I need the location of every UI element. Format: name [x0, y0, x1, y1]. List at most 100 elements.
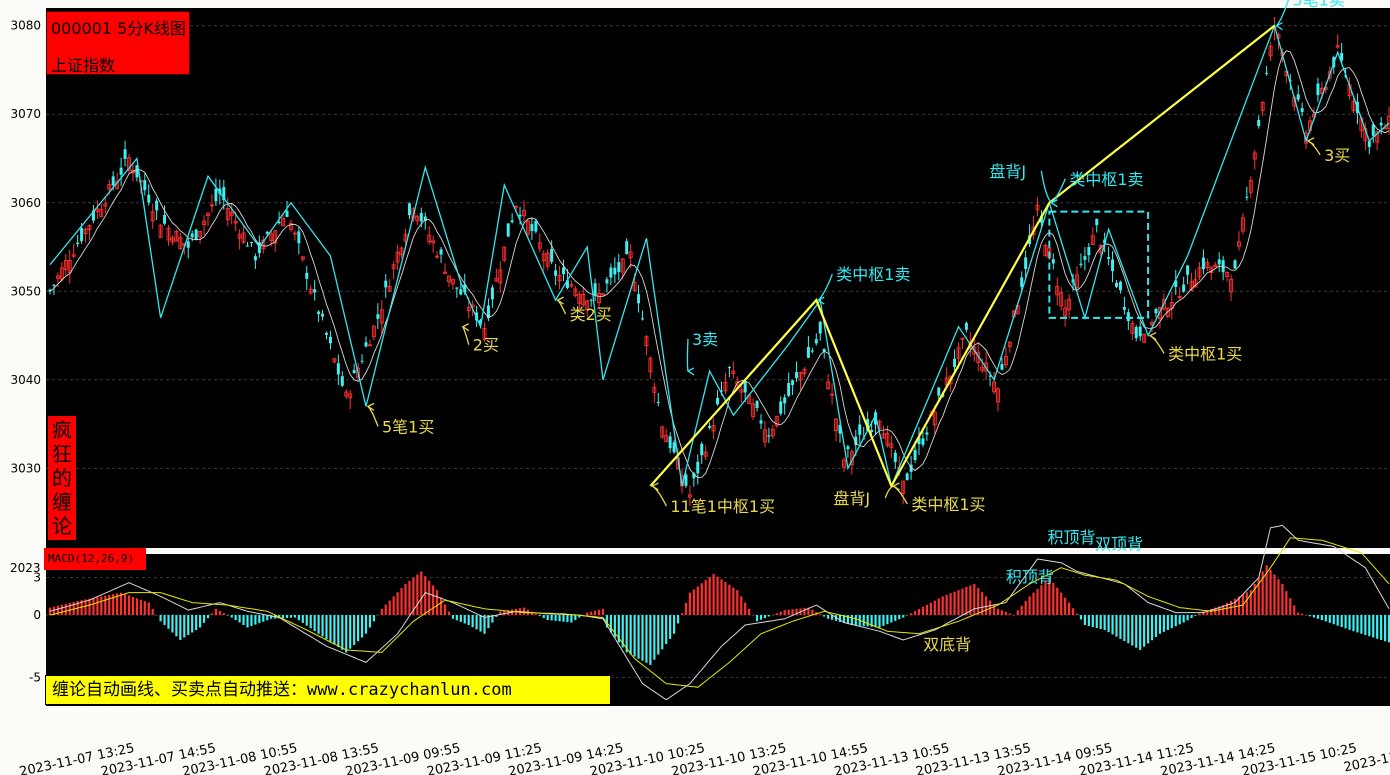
candle-body — [83, 228, 88, 235]
macd-histogram-bar — [1277, 579, 1280, 616]
macd-histogram-bar — [629, 615, 632, 655]
macd-histogram-bar — [1012, 615, 1015, 616]
macd-histogram-bar — [56, 605, 59, 616]
macd-histogram-bar — [625, 615, 628, 653]
macd-histogram-bar — [728, 584, 731, 616]
macd-histogram-bar — [337, 615, 340, 648]
candle-body — [209, 204, 214, 207]
candle-body — [881, 433, 886, 439]
macd-histogram-bar — [957, 590, 960, 616]
macd-histogram-bar — [779, 611, 782, 616]
candle-body — [700, 443, 704, 456]
candle-body — [1205, 262, 1210, 269]
macd-histogram-bar — [384, 604, 387, 616]
macd-annotation-label: 双底背 — [923, 635, 971, 654]
candle-body — [360, 360, 364, 362]
candle-body — [913, 449, 917, 460]
macd-histogram-bar — [898, 615, 901, 620]
candle-body — [1067, 298, 1072, 311]
candle-body — [960, 337, 965, 340]
candle-body — [166, 227, 171, 241]
macd-histogram-bar — [862, 615, 865, 627]
candle-body — [435, 255, 440, 258]
candle-body — [581, 293, 586, 306]
macd-histogram-bar — [771, 614, 774, 616]
candle-body — [656, 401, 660, 403]
candle-body — [601, 293, 605, 296]
candle-body — [59, 267, 64, 280]
macd-histogram-bar — [981, 592, 984, 616]
macd-histogram-bar — [1190, 615, 1193, 619]
macd-histogram-bar — [823, 615, 826, 617]
candle-body — [641, 318, 644, 320]
candle-body — [731, 370, 736, 375]
macd-histogram-bar — [210, 613, 214, 616]
candle-body — [494, 277, 499, 282]
macd-histogram-bar — [455, 615, 458, 621]
macd-histogram-bar — [266, 615, 269, 621]
candle-body — [391, 264, 396, 269]
macd-histogram-bar — [179, 615, 182, 640]
candle-body — [67, 260, 72, 273]
macd-histogram-bar — [562, 615, 565, 622]
candle-body — [427, 234, 432, 243]
macd-histogram-bar — [736, 590, 739, 616]
candle-body — [1174, 280, 1178, 287]
candle-body — [76, 242, 80, 245]
candle-body — [628, 251, 633, 259]
macd-histogram-bar — [1143, 615, 1146, 647]
macd-histogram-bar — [143, 601, 146, 616]
candle-body — [720, 390, 723, 392]
macd-histogram-bar — [254, 615, 257, 625]
macd-histogram-bar — [1162, 615, 1165, 632]
macd-histogram-bar — [1147, 615, 1150, 644]
candle-body — [648, 358, 653, 373]
candle-body — [802, 368, 807, 374]
macd-histogram-bar — [1210, 608, 1213, 616]
macd-histogram-bar — [1040, 585, 1043, 616]
macd-histogram-bar — [459, 615, 462, 622]
candle-body — [774, 415, 779, 427]
candle-body — [297, 231, 301, 244]
annotation-arrowhead — [892, 482, 900, 491]
macd-histogram-bar — [1320, 615, 1323, 621]
macd-histogram-bar — [558, 615, 561, 622]
candle-body — [439, 249, 443, 255]
candle-body — [743, 380, 747, 393]
macd-histogram-bar — [183, 615, 186, 638]
promo-url[interactable]: www.crazychanlun.com — [307, 680, 512, 700]
promo-text: 缠论自动画线、买卖点自动推送： — [52, 680, 307, 700]
candle-body — [956, 347, 961, 359]
promo-banner[interactable]: 缠论自动画线、买卖点自动推送：www.crazychanlun.com — [45, 675, 611, 705]
candle-body — [984, 362, 989, 372]
macd-histogram-bar — [503, 610, 506, 616]
candle-body — [522, 210, 526, 217]
candle-body — [858, 424, 862, 435]
macd-histogram-bar — [1000, 610, 1004, 616]
macd-histogram-bar — [420, 571, 423, 616]
macd-histogram-bar — [850, 615, 853, 626]
candle-body — [241, 232, 246, 243]
annotation-arrowhead — [366, 402, 375, 411]
macd-clipped-label: 2023 — [10, 561, 41, 575]
candle-body — [459, 289, 463, 295]
macd-histogram-bar — [870, 615, 873, 627]
macd-histogram-bar — [92, 597, 95, 616]
macd-histogram-bar — [293, 615, 296, 618]
candle-body — [1130, 323, 1135, 334]
macd-histogram-bar — [791, 609, 794, 616]
macd-histogram-bar — [388, 600, 391, 616]
candle-body — [321, 313, 325, 317]
candle-body — [925, 432, 929, 435]
candle-body — [206, 212, 210, 216]
macd-histogram-bar — [238, 615, 241, 623]
candle-body — [130, 169, 135, 174]
macd-histogram-bar — [48, 607, 52, 616]
macd-histogram-bar — [1135, 615, 1138, 648]
macd-histogram-bar — [1032, 592, 1035, 616]
candle-body — [609, 267, 613, 278]
macd-histogram-bar — [495, 615, 498, 617]
candle-body — [1257, 120, 1261, 127]
candle-body — [229, 211, 234, 216]
macd-histogram-bar — [530, 611, 533, 616]
